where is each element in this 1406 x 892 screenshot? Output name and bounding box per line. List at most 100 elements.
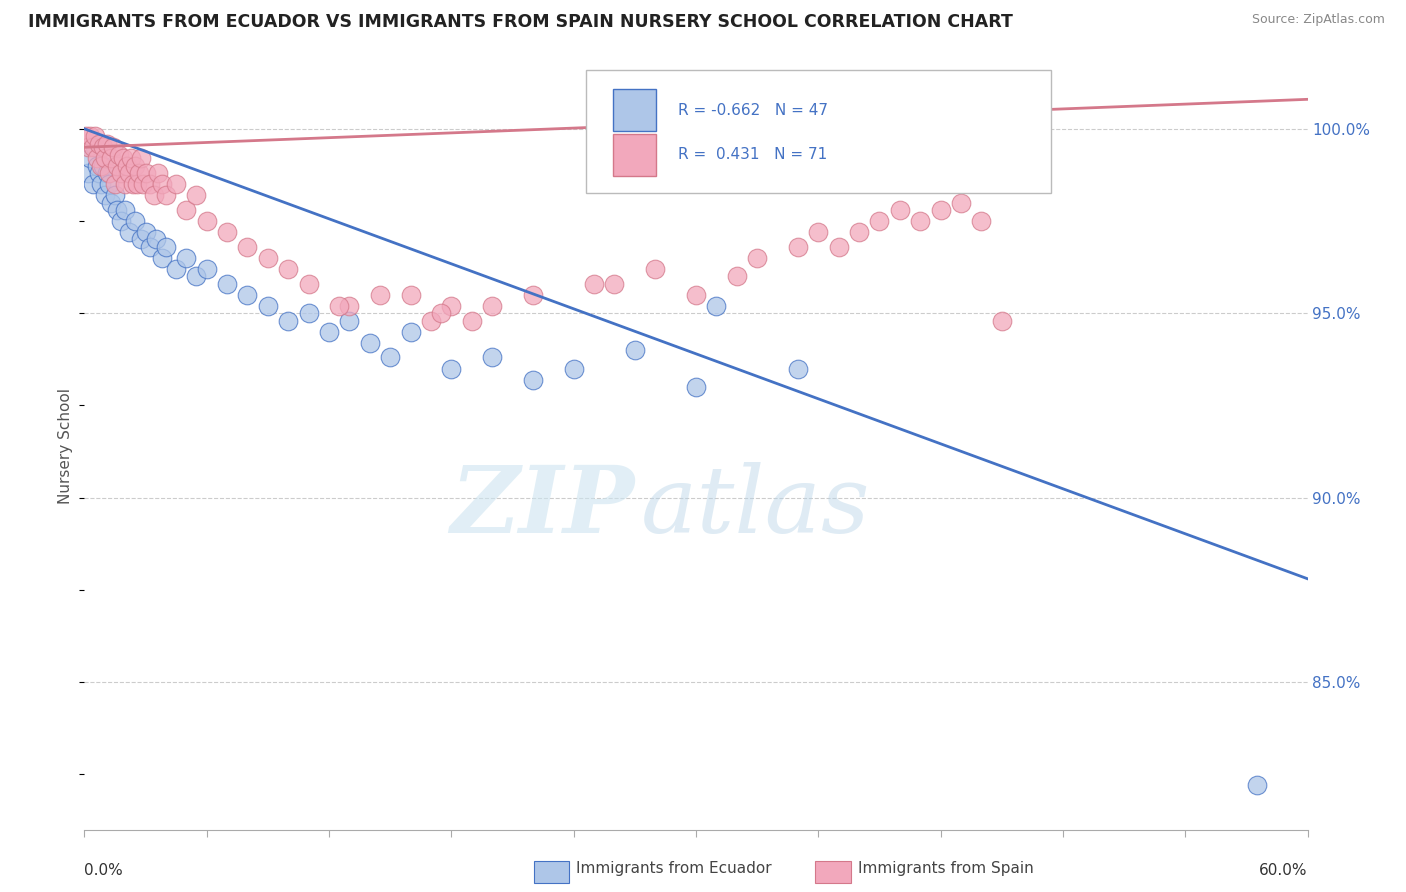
Point [828, 240, 851, 254]
Point [110, 214, 132, 228]
Point [79, 129, 101, 144]
Point [105, 159, 128, 173]
Point [430, 306, 453, 320]
Text: Source: ZipAtlas.com: Source: ZipAtlas.com [1251, 13, 1385, 27]
Point [889, 202, 911, 217]
Point [562, 361, 585, 376]
Point [115, 159, 138, 173]
Point [217, 277, 239, 291]
Point [970, 214, 993, 228]
Point [91, 140, 114, 154]
Point [105, 202, 128, 217]
Point [624, 343, 647, 357]
Text: ZIP: ZIP [450, 462, 636, 552]
Point [522, 373, 544, 387]
Point [79, 151, 101, 165]
Y-axis label: Nursery School: Nursery School [58, 388, 73, 504]
Point [440, 299, 463, 313]
Point [101, 140, 124, 154]
Point [787, 361, 810, 376]
Text: 0.0%: 0.0% [84, 863, 124, 878]
Point [950, 195, 973, 210]
Point [93, 188, 115, 202]
Text: IMMIGRANTS FROM ECUADOR VS IMMIGRANTS FROM SPAIN NURSERY SCHOOL CORRELATION CHAR: IMMIGRANTS FROM ECUADOR VS IMMIGRANTS FR… [28, 13, 1012, 31]
Point [146, 166, 169, 180]
Point [112, 151, 135, 165]
Point [298, 306, 321, 320]
Point [910, 214, 932, 228]
Point [277, 313, 299, 327]
Point [131, 151, 153, 165]
Point [150, 251, 173, 265]
Point [86, 159, 108, 173]
Point [277, 262, 299, 277]
Point [142, 188, 165, 202]
Point [481, 299, 503, 313]
Point [380, 351, 402, 365]
Text: Immigrants from Spain: Immigrants from Spain [858, 862, 1033, 876]
Point [120, 151, 142, 165]
Point [174, 202, 197, 217]
Point [124, 214, 146, 228]
Point [96, 166, 118, 180]
Point [359, 335, 381, 350]
Point [87, 166, 110, 180]
Point [257, 299, 280, 313]
Point [522, 287, 544, 301]
Point [110, 166, 132, 180]
Point [124, 159, 146, 173]
Point [104, 188, 127, 202]
Point [991, 313, 1014, 327]
Point [90, 159, 112, 173]
Text: Immigrants from Ecuador: Immigrants from Ecuador [576, 862, 772, 876]
Point [108, 147, 131, 161]
Point [368, 287, 391, 301]
Point [131, 232, 153, 246]
Point [145, 232, 167, 246]
Point [93, 151, 115, 165]
Point [165, 177, 187, 191]
Point [848, 225, 870, 239]
Point [83, 129, 105, 144]
Point [787, 240, 810, 254]
Point [1246, 778, 1268, 792]
Point [603, 277, 626, 291]
Point [138, 240, 160, 254]
Point [195, 262, 218, 277]
Point [174, 251, 197, 265]
Point [114, 177, 136, 191]
Point [82, 177, 104, 191]
Point [135, 225, 157, 239]
FancyBboxPatch shape [586, 70, 1050, 193]
Point [100, 151, 122, 165]
Point [685, 380, 707, 394]
Point [118, 166, 141, 180]
Point [96, 136, 118, 151]
Point [127, 177, 149, 191]
Text: R =  0.431   N = 71: R = 0.431 N = 71 [678, 147, 827, 162]
Point [90, 177, 112, 191]
Point [725, 269, 748, 284]
Point [217, 225, 239, 239]
Point [399, 287, 422, 301]
Point [195, 214, 218, 228]
Point [91, 159, 114, 173]
Point [86, 151, 108, 165]
Point [128, 166, 150, 180]
Point [165, 262, 187, 277]
Point [644, 262, 666, 277]
Point [440, 361, 463, 376]
Point [132, 177, 155, 191]
Point [135, 166, 157, 180]
Point [100, 195, 122, 210]
Point [685, 287, 707, 301]
Point [481, 351, 503, 365]
Point [461, 313, 484, 327]
Point [807, 225, 830, 239]
Text: atlas: atlas [641, 462, 870, 552]
Point [420, 313, 443, 327]
Point [104, 177, 127, 191]
Point [82, 140, 104, 154]
Point [706, 299, 728, 313]
Point [236, 240, 259, 254]
